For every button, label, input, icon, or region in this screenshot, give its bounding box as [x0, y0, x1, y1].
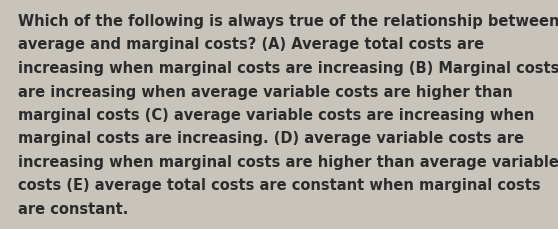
Text: increasing when marginal costs are higher than average variable: increasing when marginal costs are highe…	[18, 154, 558, 169]
Text: increasing when marginal costs are increasing (B) Marginal costs: increasing when marginal costs are incre…	[18, 61, 558, 76]
Text: marginal costs (C) average variable costs are increasing when: marginal costs (C) average variable cost…	[18, 108, 535, 123]
Text: Which of the following is always true of the relationship between: Which of the following is always true of…	[18, 14, 558, 29]
Text: costs (E) average total costs are constant when marginal costs: costs (E) average total costs are consta…	[18, 178, 541, 193]
Text: are constant.: are constant.	[18, 201, 128, 216]
Text: average and marginal costs? (A) Average total costs are: average and marginal costs? (A) Average …	[18, 37, 484, 52]
Text: marginal costs are increasing. (D) average variable costs are: marginal costs are increasing. (D) avera…	[18, 131, 524, 146]
Text: are increasing when average variable costs are higher than: are increasing when average variable cos…	[18, 84, 513, 99]
